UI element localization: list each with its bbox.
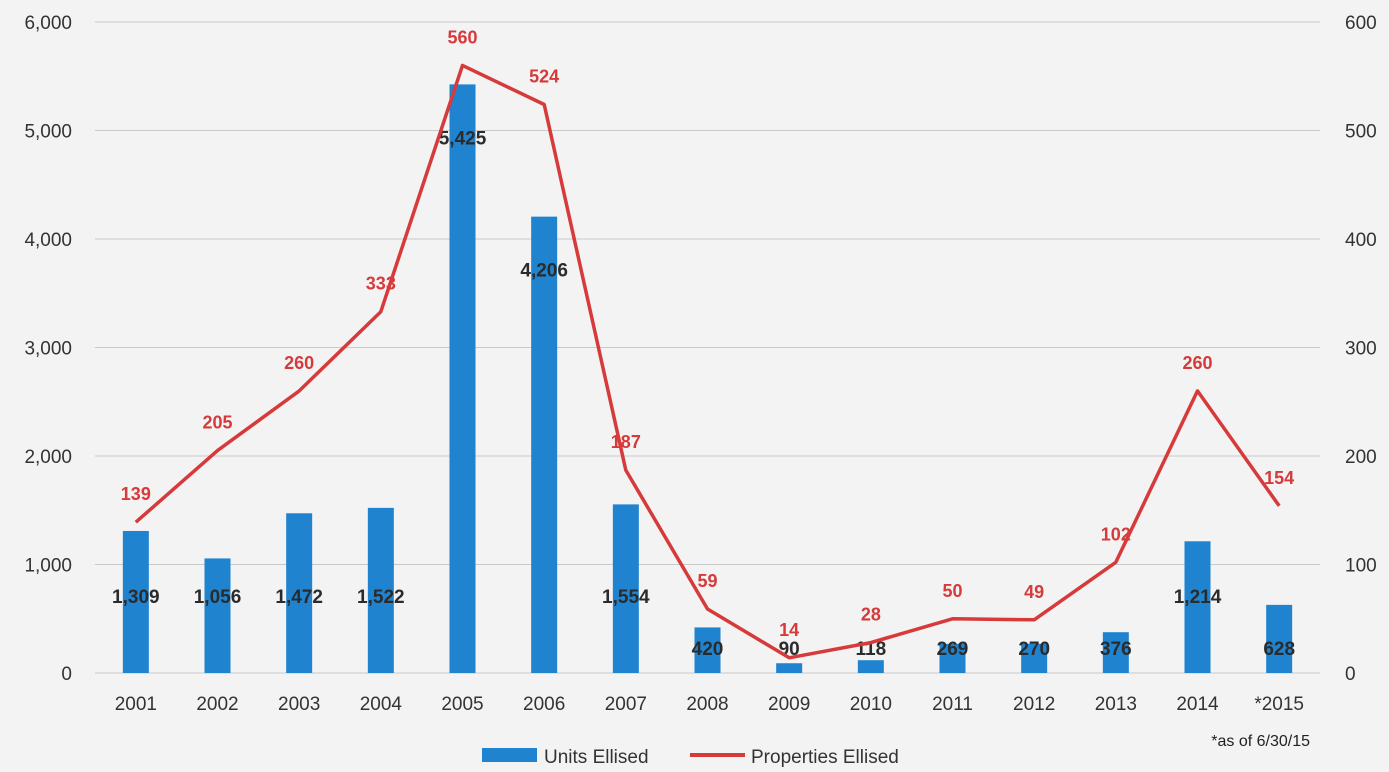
bar-value-label: 376 [1100,639,1132,660]
bar-value-label: 1,309 [112,587,160,608]
right-tick-label: 600 [1345,13,1377,34]
bar [449,84,476,673]
right-tick-label: 0 [1345,664,1356,685]
bar [286,513,313,673]
left-tick-label: 4,000 [24,230,72,251]
line-value-label: 102 [1101,524,1131,544]
bar [531,216,558,674]
line-data-labels: 139 205 260 333 560 524 187 59 14 28 50 49 102 260 154 [121,27,1294,639]
legend: Units Ellised Properties Ellised [482,747,899,768]
left-tick-label: 5,000 [24,122,72,143]
left-tick-label: 2,000 [24,447,72,468]
line-value-label: 28 [861,605,881,625]
x-tick-label: 2006 [523,694,565,715]
right-tick-label: 400 [1345,230,1377,251]
bar-value-label: 1,056 [194,587,242,608]
bar-value-label: 1,522 [357,587,405,608]
x-tick-label: 2001 [115,694,157,715]
x-tick-label: 2008 [686,694,728,715]
line-value-label: 524 [529,66,559,86]
footnote: *as of 6/30/15 [1211,733,1310,750]
line-value-label: 49 [1024,582,1044,602]
right-tick-label: 200 [1345,447,1377,468]
line-value-label: 260 [1182,353,1212,373]
x-tick-label: 2009 [768,694,810,715]
left-tick-label: 1,000 [24,556,72,577]
bar-series [122,84,1293,674]
bar-value-label: 5,425 [439,128,487,149]
bar [1021,643,1048,673]
bar-value-label: 269 [937,639,969,660]
bar [612,504,639,673]
x-tick-label: 2010 [850,694,892,715]
bar [1266,604,1293,673]
x-tick-label: 2012 [1013,694,1055,715]
bar-value-label: 270 [1018,639,1050,660]
line-series [134,63,1281,660]
x-tick-label: *2015 [1254,694,1304,715]
x-tick-label: 2013 [1095,694,1137,715]
x-tick-label: 2005 [441,694,483,715]
left-tick-label: 6,000 [24,13,72,34]
x-tick-label: 2007 [605,694,647,715]
bar-value-label: 1,214 [1174,587,1222,608]
line-value-label: 154 [1264,468,1294,488]
bar [939,643,966,673]
line-value-label: 59 [697,571,717,591]
bar [204,558,231,673]
line-value-label: 187 [611,432,641,452]
line-value-label: 260 [284,353,314,373]
left-tick-label: 0 [61,664,72,685]
bar [1102,632,1129,673]
left-tick-label: 3,000 [24,339,72,360]
x-tick-label: 2014 [1176,694,1219,715]
legend-label-units: Units Ellised [544,747,649,767]
right-tick-label: 500 [1345,122,1377,143]
bar-value-label: 628 [1263,639,1295,660]
legend-label-properties: Properties Ellised [751,747,899,767]
line-value-label: 205 [202,413,232,433]
bar-value-label: 4,206 [520,261,568,282]
bar [776,663,803,673]
line-value-label: 139 [121,484,151,504]
right-tick-label: 100 [1345,556,1377,577]
line-value-label: 333 [366,274,396,294]
bar-value-label: 1,554 [602,587,650,608]
line-value-label: 14 [779,620,799,640]
bar-value-label: 420 [692,639,724,660]
x-tick-label: 2004 [360,694,403,715]
bar [122,530,149,673]
line-value-label: 560 [447,27,477,47]
line-value-label: 50 [942,581,962,601]
x-tick-label: 2002 [196,694,238,715]
line-properties-ellised [134,63,1281,660]
x-tick-label: 2011 [932,694,973,715]
right-axis-ticks: 0 100 200 300 400 500 600 [1345,13,1377,685]
bar [1184,541,1211,673]
bar [857,660,884,673]
left-axis-ticks: 0 1,000 2,000 3,000 4,000 5,000 6,000 [24,13,72,685]
x-tick-label: 2003 [278,694,320,715]
bar-value-label: 1,472 [275,587,323,608]
legend-swatch-units [482,748,537,762]
bar [367,507,394,673]
x-axis-ticks: 2001 2002 2003 2004 2005 2006 2007 2008 2009 2010… [115,694,1304,715]
bar [694,627,721,673]
right-tick-label: 300 [1345,339,1377,360]
